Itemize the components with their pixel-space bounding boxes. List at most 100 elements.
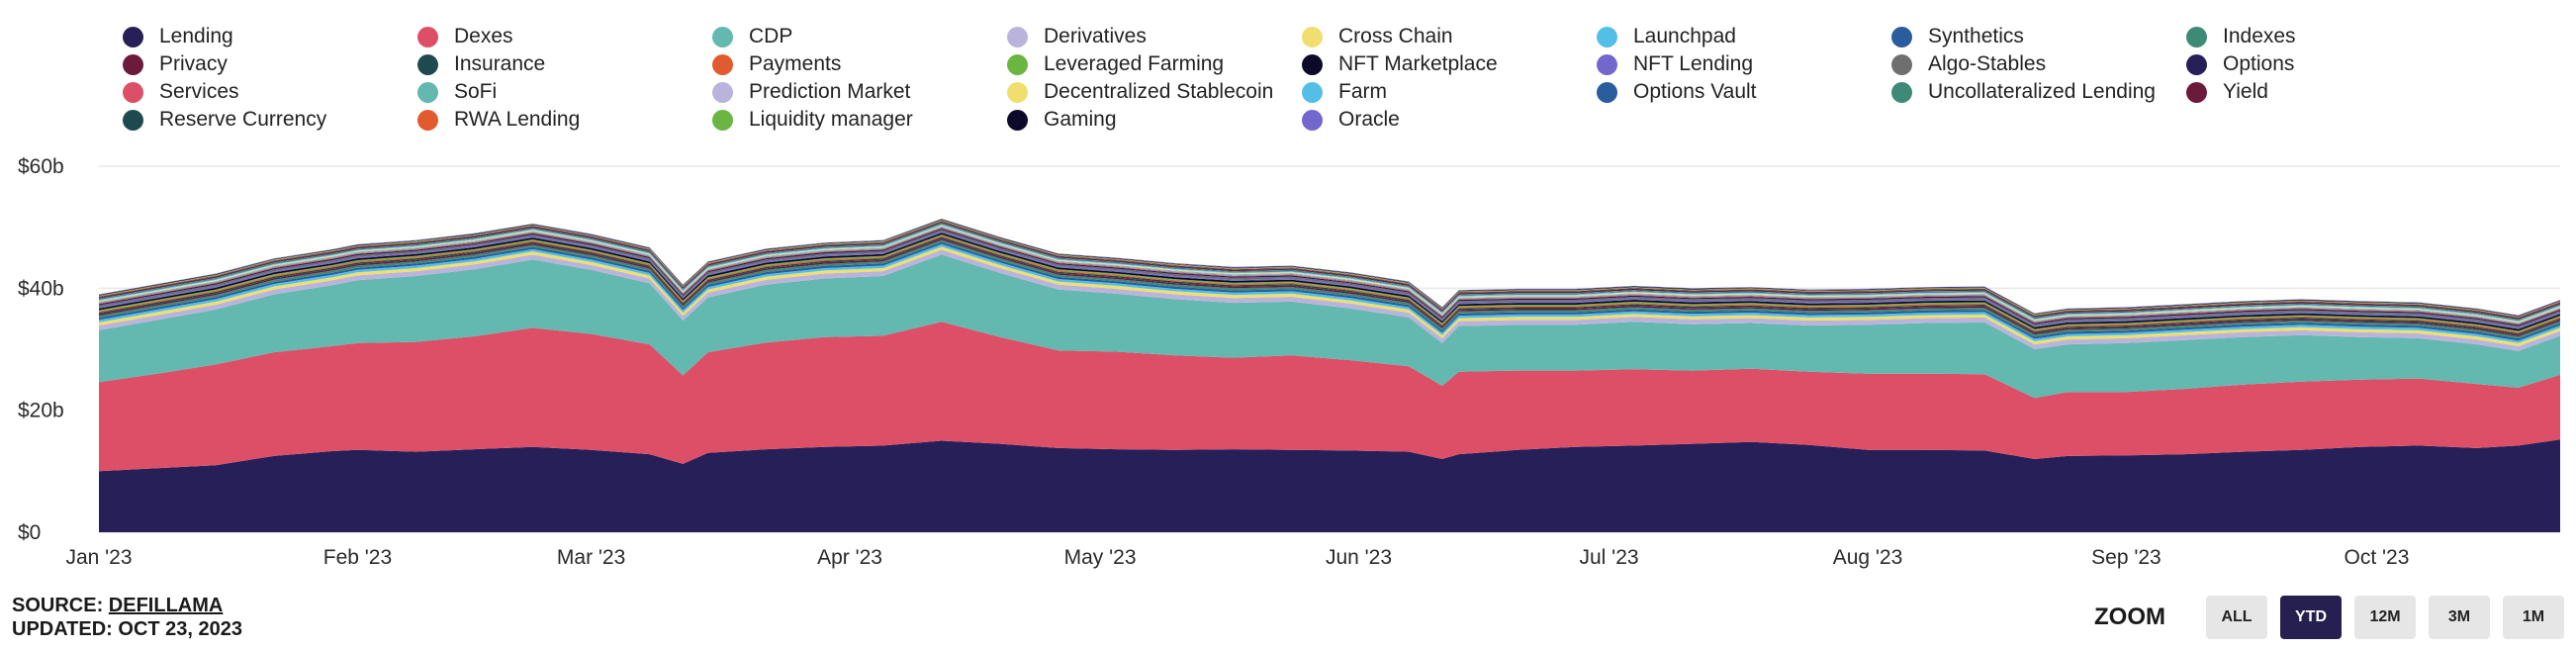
- zoom-label: ZOOM: [2094, 603, 2165, 630]
- legend-item-uncollateralized-lending[interactable]: Uncollateralized Lending: [1891, 78, 2156, 106]
- legend-item-privacy[interactable]: Privacy: [123, 50, 228, 78]
- legend-item-options[interactable]: Options: [2186, 50, 2294, 78]
- legend-dot: [1597, 53, 1617, 75]
- legend-dot: [1007, 53, 1028, 75]
- legend-label: Payments: [749, 52, 842, 75]
- legend-label: Options Vault: [1633, 80, 1757, 103]
- legend-item-insurance[interactable]: Insurance: [417, 50, 545, 78]
- legend-label: Services: [159, 80, 239, 103]
- legend-item-indexes[interactable]: Indexes: [2186, 23, 2296, 50]
- legend-dot: [123, 26, 143, 47]
- legend-dot: [123, 53, 143, 75]
- legend-label: Options: [2223, 52, 2295, 75]
- x-tick-label: Oct '23: [2345, 546, 2410, 569]
- legend-label: Derivatives: [1044, 25, 1147, 47]
- legend-item-sofi[interactable]: SoFi: [417, 78, 497, 106]
- source-prefix: SOURCE:: [12, 595, 109, 616]
- legend-item-algo-stables[interactable]: Algo-Stables: [1891, 50, 2046, 78]
- legend-dot: [123, 109, 143, 131]
- y-tick-label: $60b: [18, 155, 64, 178]
- legend-item-liquidity-manager[interactable]: Liquidity manager: [712, 106, 913, 134]
- legend-item-dexes[interactable]: Dexes: [417, 23, 513, 50]
- chart-legend: Lending Privacy Services Reserve Currency De…: [0, 0, 2576, 139]
- legend-label: NFT Lending: [1633, 52, 1754, 75]
- legend-dot: [2186, 53, 2207, 75]
- zoom-3m-button[interactable]: 3M: [2429, 596, 2490, 639]
- legend-dot: [1302, 81, 1323, 103]
- area-series-cdp[interactable]: [99, 254, 2560, 399]
- legend-item-prediction-market[interactable]: Prediction Market: [712, 78, 910, 106]
- legend-dot: [1597, 81, 1617, 103]
- legend-dot: [2186, 81, 2207, 103]
- legend-label: Reserve Currency: [159, 108, 327, 131]
- legend-dot: [1007, 109, 1028, 131]
- legend-label: Indexes: [2223, 25, 2296, 47]
- legend-item-gaming[interactable]: Gaming: [1007, 106, 1117, 134]
- legend-dot: [1302, 109, 1323, 131]
- legend-dot: [712, 81, 733, 103]
- x-tick-label: Sep '23: [2091, 546, 2162, 569]
- legend-item-reserve-currency[interactable]: Reserve Currency: [123, 106, 326, 134]
- legend-dot: [417, 53, 438, 75]
- zoom-controls: ZOOM ALL YTD 12M 3M 1M: [2094, 596, 2564, 639]
- legend-item-oracle[interactable]: Oracle: [1302, 106, 1400, 134]
- legend-label: SoFi: [454, 80, 498, 103]
- y-tick-label: $0: [18, 521, 41, 544]
- legend-label: Yield: [2223, 80, 2268, 103]
- legend-item-options-vault[interactable]: Options Vault: [1597, 78, 1757, 106]
- x-tick-label: Jun '23: [1326, 546, 1392, 569]
- source-link[interactable]: DEFILLAMA: [108, 595, 224, 616]
- legend-dot: [1891, 81, 1912, 103]
- legend-item-cross-chain[interactable]: Cross Chain: [1302, 23, 1453, 50]
- legend-label: Algo-Stables: [1928, 52, 2047, 75]
- legend-label: Synthetics: [1928, 25, 2024, 47]
- legend-item-payments[interactable]: Payments: [712, 50, 841, 78]
- legend-dot: [1302, 26, 1323, 47]
- stacked-area-chart: $0 $20b $40b $60b Jan '23 Feb '23 Mar '23 Apr …: [18, 155, 2560, 569]
- legend-item-farm[interactable]: Farm: [1302, 78, 1387, 106]
- y-tick-label: $20b: [18, 400, 64, 422]
- x-tick-label: Jul '23: [1580, 546, 1639, 569]
- legend-item-derivatives[interactable]: Derivatives: [1007, 23, 1147, 50]
- zoom-12m-button[interactable]: 12M: [2354, 596, 2416, 639]
- legend-item-nft-marketplace[interactable]: NFT Marketplace: [1302, 50, 1498, 78]
- legend-label: Cross Chain: [1338, 25, 1453, 47]
- zoom-1m-button[interactable]: 1M: [2503, 596, 2564, 639]
- zoom-ytd-button[interactable]: YTD: [2280, 596, 2342, 639]
- legend-label: Lending: [159, 25, 233, 47]
- legend-label: RWA Lending: [454, 108, 581, 131]
- legend-dot: [417, 109, 438, 131]
- legend-label: Liquidity manager: [749, 108, 913, 131]
- legend-label: Oracle: [1338, 108, 1400, 131]
- legend-dot: [417, 81, 438, 103]
- legend-item-launchpad[interactable]: Launchpad: [1597, 23, 1736, 50]
- legend-item-leveraged-farming[interactable]: Leveraged Farming: [1007, 50, 1224, 78]
- area-series-dexes[interactable]: [99, 322, 2560, 472]
- legend-dot: [1597, 26, 1617, 47]
- x-tick-label: Apr '23: [817, 546, 882, 569]
- legend-item-cdp[interactable]: CDP: [712, 23, 792, 50]
- legend-item-nft-lending[interactable]: NFT Lending: [1597, 50, 1753, 78]
- legend-item-synthetics[interactable]: Synthetics: [1891, 23, 2024, 50]
- legend-item-yield[interactable]: Yield: [2186, 78, 2268, 106]
- legend-item-decentralized-stablecoin[interactable]: Decentralized Stablecoin: [1007, 78, 1273, 106]
- y-axis-ticks: $0 $20b $40b $60b: [18, 155, 64, 544]
- source-note: SOURCE: DEFILLAMA UPDATED: OCT 23, 2023: [12, 594, 242, 641]
- legend-label: Gaming: [1044, 108, 1117, 131]
- source-line: SOURCE: DEFILLAMA: [12, 594, 242, 617]
- legend-dot: [1302, 53, 1323, 75]
- y-tick-label: $40b: [18, 277, 64, 300]
- legend-item-services[interactable]: Services: [123, 78, 239, 106]
- legend-item-lending[interactable]: Lending: [123, 23, 233, 50]
- zoom-all-button[interactable]: ALL: [2206, 596, 2267, 639]
- legend-dot: [1891, 26, 1912, 47]
- updated-date: UPDATED: OCT 23, 2023: [12, 618, 243, 640]
- legend-label: Insurance: [454, 52, 546, 75]
- legend-label: NFT Marketplace: [1338, 52, 1498, 75]
- legend-dot: [1007, 26, 1028, 47]
- legend-dot: [712, 26, 733, 47]
- area-series-lending[interactable]: [99, 439, 2560, 532]
- area-series-group: [99, 219, 2560, 532]
- legend-item-rwa-lending[interactable]: RWA Lending: [417, 106, 580, 134]
- x-tick-label: Mar '23: [557, 546, 625, 569]
